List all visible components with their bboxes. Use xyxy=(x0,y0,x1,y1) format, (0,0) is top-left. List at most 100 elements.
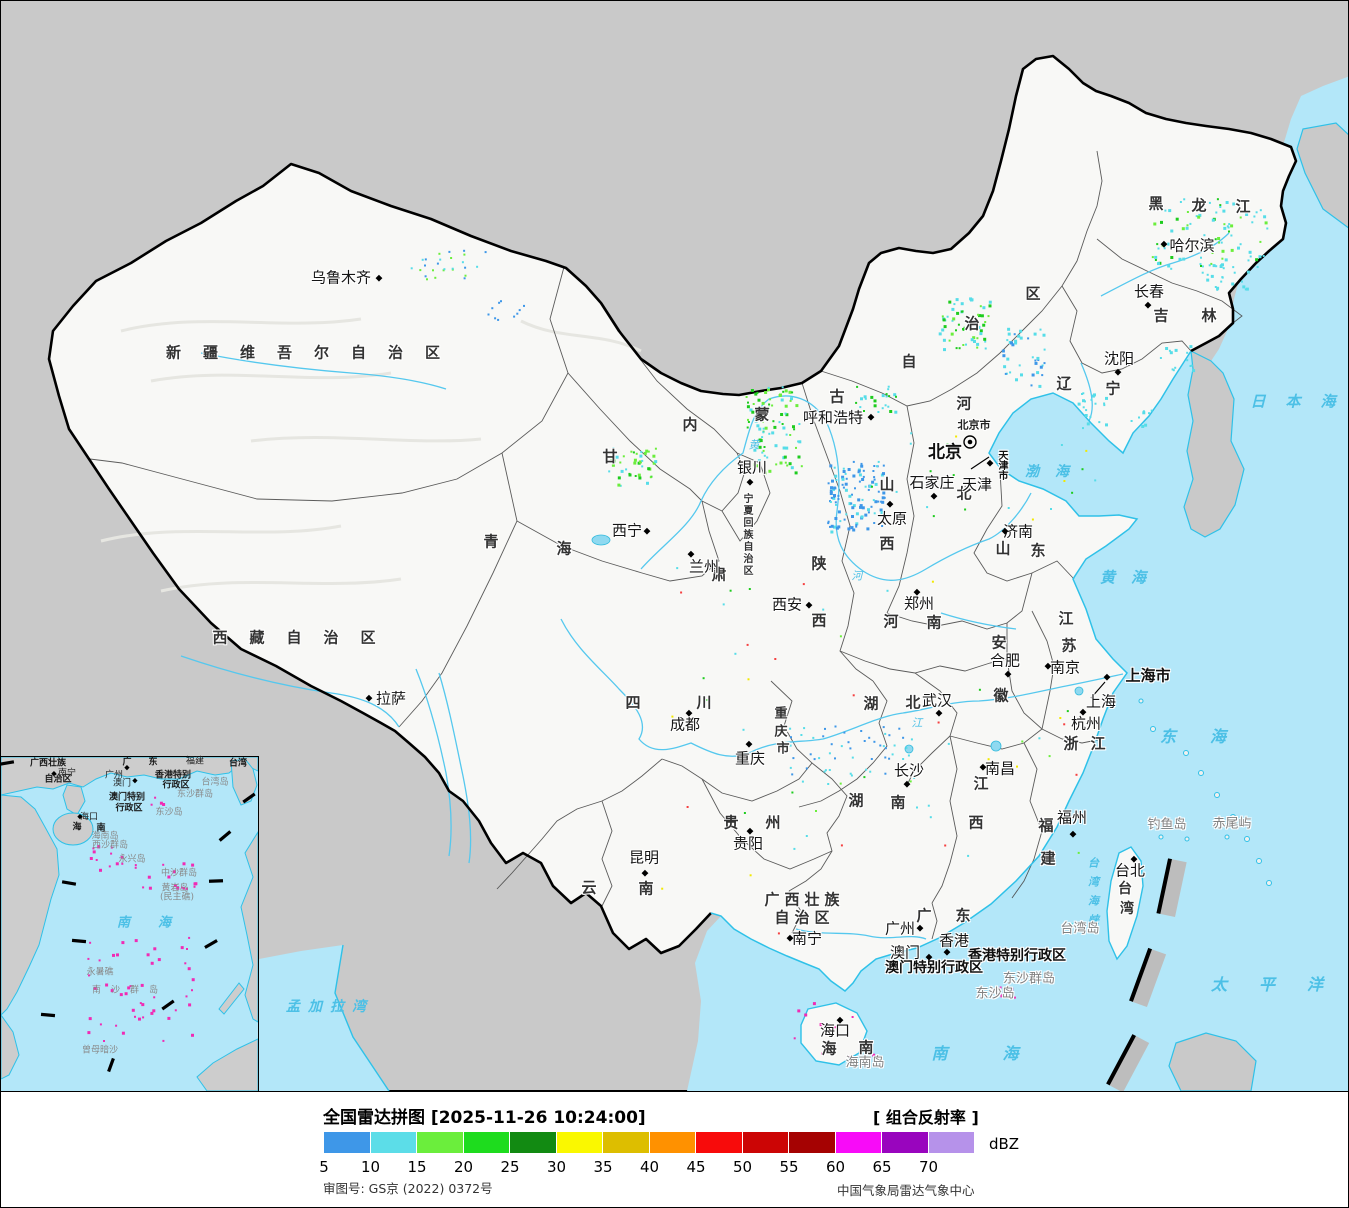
radar-echo-pixel xyxy=(1210,250,1213,253)
radar-echo-pixel xyxy=(955,329,957,332)
radar-echo-pixel xyxy=(749,874,752,877)
radar-echo-pixel xyxy=(752,403,755,405)
radar-echo-pixel xyxy=(1206,278,1210,282)
nine-dash-segment xyxy=(218,830,232,842)
radar-echo-pixel xyxy=(769,398,772,401)
radar-echo-pixel xyxy=(900,931,903,934)
radar-echo-pixel xyxy=(1015,378,1018,382)
island-dot xyxy=(152,1009,156,1013)
radar-echo-pixel xyxy=(956,311,960,315)
radar-echo-pixel xyxy=(1220,241,1223,244)
radar-echo-pixel xyxy=(1221,276,1224,279)
radar-echo-pixel xyxy=(463,249,466,252)
radar-echo-pixel xyxy=(652,461,656,465)
radar-echo-pixel xyxy=(1201,265,1204,268)
radar-echo-pixel xyxy=(747,678,750,681)
radar-echo-pixel xyxy=(881,496,885,500)
radar-echo-pixel xyxy=(973,340,976,343)
radar-echo-pixel xyxy=(795,404,799,408)
radar-echo-pixel xyxy=(758,445,762,449)
radar-echo-pixel xyxy=(792,425,795,429)
radar-echo-pixel xyxy=(464,266,467,269)
island-dot xyxy=(176,886,180,890)
radar-echo-pixel xyxy=(1084,400,1086,403)
radar-echo-pixel xyxy=(791,773,794,776)
radar-echo-pixel xyxy=(628,473,632,477)
radar-echo-pixel xyxy=(761,451,764,454)
radar-echo-pixel xyxy=(1224,258,1228,262)
radar-echo-pixel xyxy=(432,269,434,272)
radar-echo-pixel xyxy=(756,391,759,394)
radar-echo-pixel xyxy=(963,326,966,329)
radar-echo-pixel xyxy=(926,506,929,509)
radar-echo-pixel xyxy=(891,753,894,756)
radar-echo-pixel xyxy=(1038,384,1042,388)
radar-echo-pixel xyxy=(863,410,865,412)
radar-echo-pixel xyxy=(410,267,413,270)
radar-echo-pixel xyxy=(1221,257,1224,260)
radar-echo-pixel xyxy=(1151,256,1154,259)
radar-echo-pixel xyxy=(962,328,965,331)
radar-echo-pixel xyxy=(1089,415,1092,418)
island-dot xyxy=(183,887,185,890)
radar-echo-pixel xyxy=(822,735,825,738)
radar-echo-pixel xyxy=(1038,737,1041,740)
radar-echo-pixel xyxy=(772,420,775,423)
radar-echo-pixel xyxy=(946,443,949,446)
radar-echo-pixel xyxy=(861,506,865,510)
radar-echo-pixel xyxy=(803,727,806,730)
radar-echo-pixel xyxy=(757,459,761,463)
radar-echo-pixel xyxy=(1167,264,1171,268)
island-dot xyxy=(184,962,187,965)
radar-echo-pixel xyxy=(889,410,893,413)
radar-echo-pixel xyxy=(1066,710,1069,713)
radar-echo-pixel xyxy=(884,732,887,735)
island-dot xyxy=(173,884,177,888)
radar-echo-pixel xyxy=(879,744,882,747)
radar-echo-pixel xyxy=(1153,222,1157,226)
radar-echo-pixel xyxy=(442,269,445,272)
island-dot xyxy=(87,957,90,960)
nine-dash-segment xyxy=(161,999,175,1011)
island-dot xyxy=(127,986,131,990)
radar-echo-pixel xyxy=(464,274,467,277)
island-dot xyxy=(112,953,115,957)
radar-echo-pixel xyxy=(1259,240,1262,243)
radar-echo-pixel xyxy=(757,398,761,402)
radar-echo-pixel xyxy=(1249,255,1252,258)
radar-echo-pixel xyxy=(1221,263,1224,267)
radar-echo-pixel xyxy=(833,466,836,469)
legend-tick-value: 10 xyxy=(360,1158,381,1176)
radar-echo-pixel xyxy=(982,306,986,310)
island-dot xyxy=(105,983,109,987)
radar-echo-pixel xyxy=(873,476,876,479)
radar-echo-pixel xyxy=(884,772,887,775)
radar-echo-pixel xyxy=(955,435,958,438)
nine-dash-segment xyxy=(1,760,15,766)
radar-echo-pixel xyxy=(1154,255,1158,259)
radar-echo-pixel xyxy=(1098,421,1101,424)
capital-marker xyxy=(963,435,977,449)
radar-echo-pixel xyxy=(984,321,987,323)
radar-echo-pixel xyxy=(774,658,777,660)
island-dot xyxy=(1013,996,1016,999)
radar-echo-pixel xyxy=(1186,211,1189,213)
radar-echo-pixel xyxy=(858,480,861,483)
radar-echo-pixel xyxy=(907,754,910,757)
radar-echo-pixel xyxy=(884,747,887,750)
radar-echo-pixel xyxy=(1042,333,1046,337)
radar-echo-layer xyxy=(1,198,1269,1091)
radar-echo-pixel xyxy=(1036,356,1040,360)
legend-tick-value: 55 xyxy=(779,1158,799,1176)
nine-dash-segment xyxy=(40,1012,56,1018)
radar-echo-pixel xyxy=(1031,518,1034,521)
radar-echo-pixel xyxy=(1200,256,1202,259)
radar-echo-pixel xyxy=(855,522,859,526)
island-dot xyxy=(99,1023,102,1026)
radar-echo-pixel xyxy=(866,527,870,531)
radar-echo-pixel xyxy=(1174,348,1178,352)
radar-echo-pixel xyxy=(1169,351,1173,355)
radar-echo-pixel xyxy=(833,495,836,498)
radar-echo-pixel xyxy=(767,386,770,389)
radar-echo-pixel xyxy=(1230,234,1233,237)
